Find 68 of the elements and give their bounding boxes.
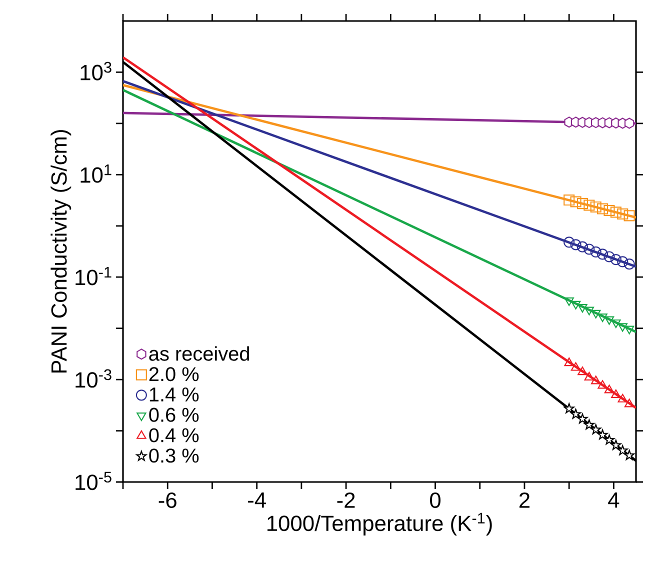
point: [604, 434, 615, 445]
legend-label: 0.3 %: [149, 448, 199, 463]
legend-label: 0.4 %: [149, 428, 199, 442]
point: [590, 376, 601, 384]
point: [584, 244, 595, 255]
point: [564, 236, 575, 248]
point: [576, 198, 588, 210]
y-tick-label: 10$^{-1}$: [76, 266, 112, 286]
point: [598, 380, 608, 389]
x-tick-label: -4: [248, 492, 266, 508]
y-tick-label: 10$^{1}$: [80, 164, 112, 183]
y-axis-title: PANI Conductivity (S/cm): [50, 130, 72, 373]
x-tick-label: 0: [430, 492, 440, 508]
point: [570, 362, 581, 371]
point: [604, 384, 614, 394]
point: [584, 372, 594, 380]
point: [604, 251, 615, 262]
point: [570, 408, 582, 419]
point: [584, 306, 594, 316]
legend-label: 0.6 %: [149, 408, 199, 422]
x-tick-label: 4: [608, 492, 620, 508]
x-tick-label: -6: [158, 492, 176, 508]
point: [570, 239, 582, 250]
x-tick-label: -2: [337, 492, 355, 508]
point: [611, 319, 621, 328]
point: [624, 398, 634, 408]
point: [604, 204, 615, 216]
point: [564, 358, 574, 366]
point: [564, 194, 575, 206]
point: [618, 394, 628, 402]
point: [597, 203, 608, 214]
point: [597, 248, 608, 260]
point: [576, 241, 588, 252]
point: [604, 316, 614, 325]
point: [590, 424, 602, 434]
point: [624, 450, 635, 460]
y-tick-label: 10$^{3}$: [80, 62, 112, 80]
point: [617, 256, 628, 268]
point: [610, 440, 622, 450]
point: [584, 419, 594, 430]
point: [564, 403, 574, 414]
x-tick-label: 2: [519, 492, 530, 508]
point: [578, 366, 588, 376]
point: [598, 313, 608, 322]
point: [617, 208, 628, 220]
x-axis-title: 1000/Temperature (K$^{-1}$): [268, 512, 492, 536]
point: [611, 389, 621, 398]
point: [624, 210, 635, 222]
point: [590, 246, 602, 258]
point: [624, 258, 635, 270]
y-tick-label: 10$^{-3}$: [76, 369, 112, 388]
point: [597, 429, 608, 440]
point: [610, 254, 622, 266]
point: [624, 326, 634, 334]
point: [577, 413, 588, 424]
point: [624, 118, 634, 129]
point: [610, 206, 622, 218]
point: [590, 201, 602, 213]
legend-label: as received: [149, 346, 249, 361]
y-tick-label: 10$^{-5}$: [76, 472, 112, 490]
point: [570, 300, 581, 310]
point: [570, 196, 582, 208]
legend-label: 1.4 %: [150, 388, 199, 402]
point: [564, 297, 574, 306]
point: [590, 310, 601, 318]
legend-label: 2.0 %: [149, 367, 199, 382]
point: [617, 445, 628, 456]
point: [584, 200, 595, 211]
